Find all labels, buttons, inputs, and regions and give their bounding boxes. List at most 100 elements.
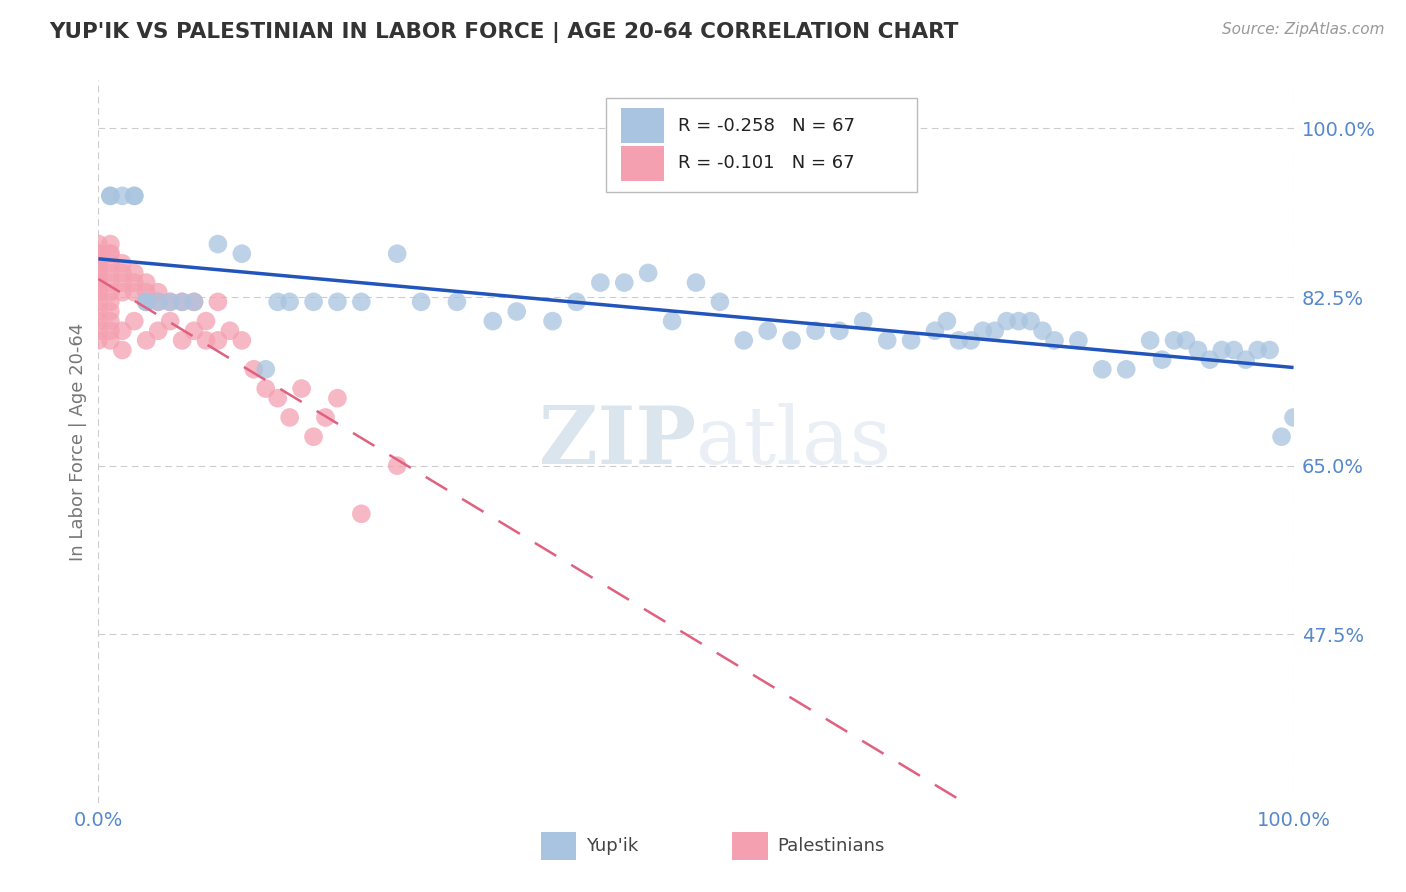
Point — [876, 334, 898, 348]
Point — [984, 324, 1007, 338]
Point — [98, 334, 122, 348]
Point — [195, 334, 218, 348]
Point — [1043, 334, 1066, 348]
Point — [111, 256, 134, 270]
Point — [972, 324, 994, 338]
Text: ZIP: ZIP — [538, 402, 696, 481]
Point — [87, 314, 110, 328]
Point — [148, 285, 170, 300]
Point — [1234, 352, 1257, 367]
Point — [183, 324, 205, 338]
Point — [1091, 362, 1114, 376]
Bar — [541, 832, 576, 860]
Point — [98, 294, 122, 309]
Point — [135, 294, 157, 309]
Point — [124, 266, 146, 280]
Point — [111, 189, 134, 203]
Point — [172, 294, 194, 309]
Point — [183, 294, 205, 309]
Point — [207, 334, 229, 348]
Point — [613, 276, 636, 290]
Point — [1199, 352, 1222, 367]
Point — [111, 266, 134, 280]
Point — [135, 294, 157, 309]
Point — [87, 324, 110, 338]
Point — [385, 458, 409, 473]
Point — [207, 294, 229, 309]
Point — [637, 266, 659, 280]
Point — [135, 334, 157, 348]
Point — [254, 382, 277, 396]
Point — [385, 246, 409, 260]
Point — [1271, 430, 1294, 444]
Point — [267, 294, 290, 309]
Point — [411, 294, 433, 309]
Point — [207, 237, 229, 252]
Point — [231, 246, 253, 260]
Point — [111, 324, 134, 338]
Y-axis label: In Labor Force | Age 20-64: In Labor Force | Age 20-64 — [69, 322, 87, 561]
Point — [1008, 314, 1031, 328]
Point — [709, 294, 731, 309]
Point — [302, 430, 325, 444]
Point — [481, 314, 505, 328]
Point — [87, 237, 110, 252]
Point — [87, 285, 110, 300]
Point — [541, 314, 564, 328]
Point — [172, 334, 194, 348]
Point — [231, 334, 253, 348]
Point — [87, 304, 110, 318]
Point — [87, 256, 110, 270]
Point — [98, 189, 122, 203]
Point — [733, 334, 755, 348]
Point — [661, 314, 683, 328]
Point — [960, 334, 983, 348]
Point — [267, 391, 290, 405]
Point — [87, 256, 110, 270]
Point — [159, 294, 181, 309]
Bar — [620, 109, 664, 143]
Point — [685, 276, 707, 290]
Point — [183, 294, 205, 309]
Text: YUP'IK VS PALESTINIAN IN LABOR FORCE | AGE 20-64 CORRELATION CHART: YUP'IK VS PALESTINIAN IN LABOR FORCE | A… — [49, 22, 959, 44]
Point — [159, 294, 181, 309]
Point — [1163, 334, 1185, 348]
Point — [135, 285, 157, 300]
Point — [98, 246, 122, 260]
Point — [278, 294, 301, 309]
Point — [87, 246, 110, 260]
Point — [87, 334, 110, 348]
Text: atlas: atlas — [696, 402, 891, 481]
Point — [124, 189, 146, 203]
Point — [87, 276, 110, 290]
Point — [98, 246, 122, 260]
Point — [780, 334, 803, 348]
Point — [98, 266, 122, 280]
Point — [98, 314, 122, 328]
Point — [1139, 334, 1161, 348]
Point — [900, 334, 922, 348]
Point — [995, 314, 1018, 328]
Point — [124, 285, 146, 300]
Point — [1223, 343, 1246, 357]
Point — [828, 324, 851, 338]
Point — [98, 304, 122, 318]
Point — [852, 314, 875, 328]
Point — [124, 189, 146, 203]
Point — [148, 294, 170, 309]
Point — [135, 294, 157, 309]
Point — [446, 294, 468, 309]
Point — [98, 324, 122, 338]
Point — [315, 410, 337, 425]
Point — [87, 276, 110, 290]
Point — [291, 382, 314, 396]
Point — [243, 362, 266, 376]
Point — [756, 324, 779, 338]
Point — [326, 391, 349, 405]
Point — [87, 294, 110, 309]
Point — [111, 285, 134, 300]
Point — [936, 314, 959, 328]
Point — [589, 276, 612, 290]
Point — [302, 294, 325, 309]
Point — [98, 256, 122, 270]
